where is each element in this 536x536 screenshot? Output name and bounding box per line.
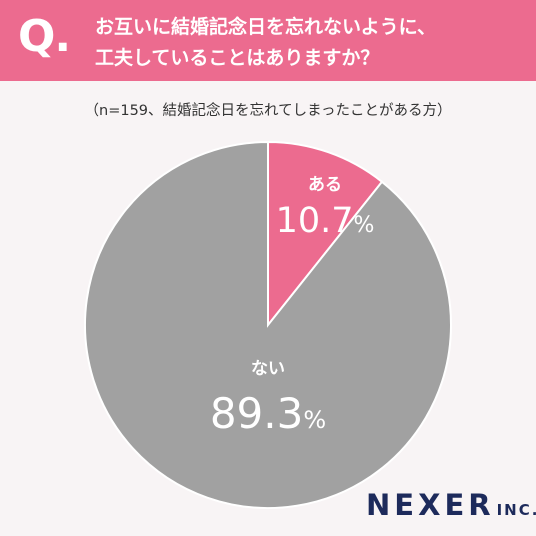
slice-value-0: 10.7% (276, 201, 375, 241)
logo-suffix-text: INC. (496, 501, 536, 519)
logo-main-text: NEXER (366, 488, 495, 522)
question-header: Q. お互いに結婚記念日を忘れないように、 工夫していることはありますか？ (0, 0, 536, 81)
question-text-line2: 工夫していることはありますか？ (95, 47, 380, 69)
question-text-line1: お互いに結婚記念日を忘れないように、 (95, 16, 437, 38)
slice-label-0: ある (308, 175, 342, 195)
question-mark-label: Q. (18, 11, 71, 62)
nexer-logo: NEXER INC. (366, 488, 536, 522)
slice-value-1: 89.3% (210, 389, 326, 438)
slice-label-1: ない (251, 359, 285, 379)
sample-note: （n=159、結婚記念日を忘れてしまったことがある方） (84, 103, 452, 119)
pie-slice-aru (267, 140, 384, 328)
pie-slice-nai (84, 140, 452, 509)
